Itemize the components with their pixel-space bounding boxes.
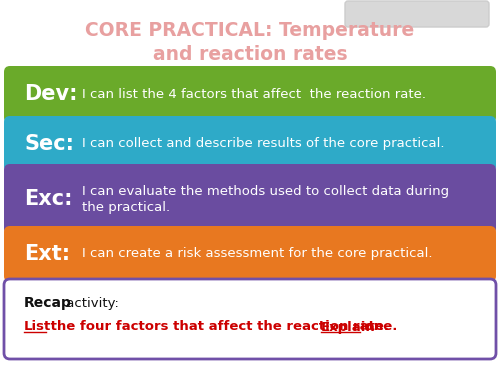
Text: Explain: Explain <box>321 321 376 333</box>
FancyBboxPatch shape <box>4 116 496 172</box>
Text: CORE PRACTICAL: Temperature: CORE PRACTICAL: Temperature <box>86 21 414 39</box>
FancyBboxPatch shape <box>345 1 489 27</box>
Text: Recap: Recap <box>24 296 72 310</box>
FancyBboxPatch shape <box>4 226 496 282</box>
Text: Ext:: Ext: <box>24 244 70 264</box>
Text: the practical.: the practical. <box>82 201 170 214</box>
FancyBboxPatch shape <box>4 66 496 123</box>
Text: one.: one. <box>360 321 398 333</box>
Text: I can create a risk assessment for the core practical.: I can create a risk assessment for the c… <box>82 248 432 261</box>
Text: I can evaluate the methods used to collect data during: I can evaluate the methods used to colle… <box>82 184 449 198</box>
Text: Dev:: Dev: <box>24 84 78 105</box>
Text: I can collect and describe results of the core practical.: I can collect and describe results of th… <box>82 138 444 150</box>
Text: Sec:: Sec: <box>24 134 74 154</box>
Text: and reaction rates: and reaction rates <box>152 45 348 64</box>
FancyBboxPatch shape <box>4 164 496 234</box>
FancyBboxPatch shape <box>4 279 496 359</box>
Text: the four factors that affect the reaction rate.: the four factors that affect the reactio… <box>46 321 394 333</box>
Text: List: List <box>24 321 52 333</box>
Text: I can list the 4 factors that affect  the reaction rate.: I can list the 4 factors that affect the… <box>82 88 426 101</box>
Text: Exc:: Exc: <box>24 189 72 209</box>
Text: activity:: activity: <box>62 297 119 309</box>
